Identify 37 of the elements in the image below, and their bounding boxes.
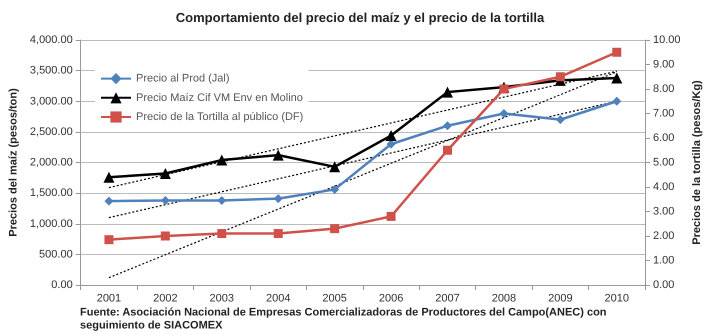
y2-tick-label: 3.00 xyxy=(653,206,674,218)
x-tick-label: 2003 xyxy=(210,292,234,304)
y2-tick-label: 4.00 xyxy=(653,181,674,193)
x-tick-label: 2005 xyxy=(322,292,347,304)
y2-tick-label: 2.00 xyxy=(653,230,674,242)
legend-label: Precio de la Tortilla al público (DF) xyxy=(136,111,304,123)
x-tick-label: 2007 xyxy=(435,292,460,304)
y-tick-label: 0.00 xyxy=(51,279,73,291)
y2-tick-label: 5.00 xyxy=(653,156,674,168)
y2-axis-title: Precios de la tortilla (pesos/Kg) xyxy=(690,80,703,245)
chart-title: Comportamiento del precio del maíz y el precio de la tortilla xyxy=(176,10,545,25)
legend-label: Precio al Prod (Jal) xyxy=(136,72,230,85)
x-tick-label: 2009 xyxy=(548,292,573,304)
y2-tick-label: 9.00 xyxy=(653,58,674,70)
y2-tick-label: 8.00 xyxy=(653,83,674,95)
y2-tick-label: 7.00 xyxy=(653,108,674,120)
y-tick-label: 3,000.00 xyxy=(30,95,73,108)
x-tick-label: 2001 xyxy=(96,292,122,304)
y2-tick-label: 1.00 xyxy=(653,254,674,266)
x-tick-label: 2010 xyxy=(604,292,630,304)
y-tick-label: 1,000.00 xyxy=(30,218,73,230)
x-tick-label: 2006 xyxy=(378,292,404,304)
source-note: Fuente: Asociación Nacional de Empresas Comercializadoras de Productores del Campo(ANEC) con seguimiento de SIACOMEX xyxy=(80,306,610,332)
legend-label: Precio Maíz Cif VM Env en Molino xyxy=(136,92,303,104)
y-tick-label: 3,500.00 xyxy=(30,64,73,77)
y2-tick-label: 10.00 xyxy=(653,34,681,46)
x-tick-label: 2004 xyxy=(266,292,290,304)
x-tick-label: 2002 xyxy=(153,292,178,304)
y-tick-label: 500.00 xyxy=(39,248,73,260)
y-tick-label: 1,500.00 xyxy=(30,187,73,200)
y-tick-label: 4,000.00 xyxy=(30,34,73,46)
y-axis-title: Precios del maíz (pesos/ton) xyxy=(8,88,20,237)
x-tick-label: 2008 xyxy=(492,292,516,304)
y-tick-label: 2,500.00 xyxy=(30,126,73,138)
y2-tick-label: 0.00 xyxy=(653,279,674,291)
y2-tick-label: 6.00 xyxy=(653,132,674,144)
y-tick-label: 2,000.00 xyxy=(30,156,73,168)
